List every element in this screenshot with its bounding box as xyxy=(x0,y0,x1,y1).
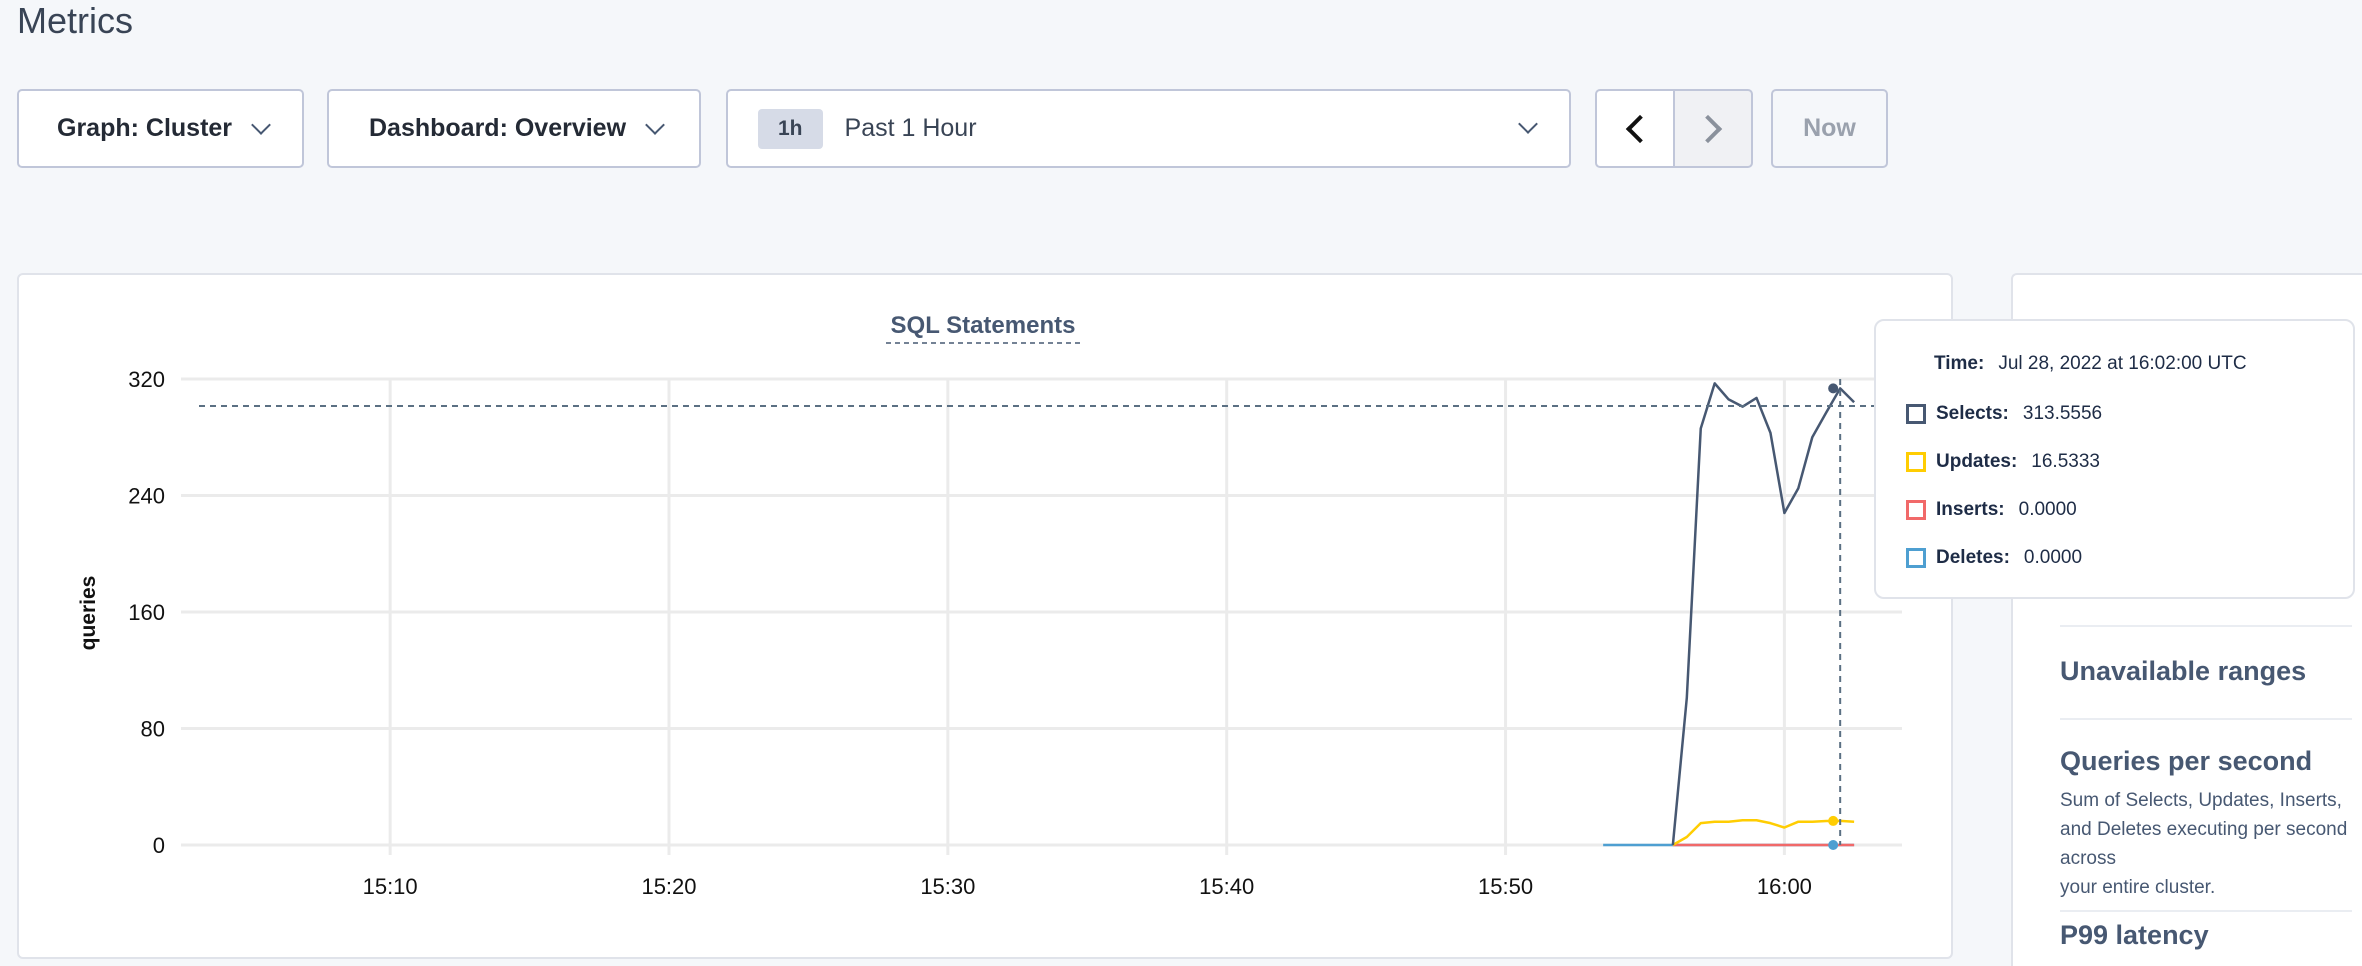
y-tick-label: 80 xyxy=(141,717,165,742)
y-tick-label: 320 xyxy=(128,367,165,392)
x-tick-label: 15:40 xyxy=(1199,874,1254,899)
divider xyxy=(2060,718,2352,720)
metric-title-unavailable-ranges: Unavailable ranges xyxy=(2060,656,2307,686)
metric-title-queries-per-second: Queries per second xyxy=(2060,746,2313,776)
graph-select-label: Graph: Cluster xyxy=(57,114,233,142)
x-tick-label: 15:50 xyxy=(1478,874,1533,899)
now-button-label: Now xyxy=(1803,114,1856,142)
chart-tooltip: Time: Jul 28, 2022 at 16:02:00 UTC Selec… xyxy=(1874,319,2355,599)
chart-title: SQL Statements xyxy=(891,312,1076,339)
metric-title-p99-latency: P99 latency xyxy=(2060,920,2209,950)
tooltip-value: 0.0000 xyxy=(2023,547,2083,568)
selects-swatch-icon xyxy=(1906,404,1926,424)
previous-time-button[interactable] xyxy=(1595,89,1675,168)
inserts-swatch-icon xyxy=(1906,500,1926,520)
tooltip-label: Updates: xyxy=(1936,451,2018,472)
y-tick-label: 160 xyxy=(128,600,165,625)
metric-desc-line: your entire cluster. xyxy=(2060,877,2216,898)
dashboard-select-label: Dashboard: Overview xyxy=(369,114,627,142)
hover-point-deletes xyxy=(1828,840,1839,850)
updates-swatch-icon xyxy=(1906,452,1926,472)
y-axis-label: queries xyxy=(77,576,100,651)
next-time-button[interactable] xyxy=(1673,89,1753,168)
deletes-swatch-icon xyxy=(1906,548,1926,568)
x-tick-label: 15:20 xyxy=(641,874,696,899)
queries-per-second-section: Sum of Selects, Updates, Inserts, and De… xyxy=(2060,786,2352,951)
tooltip-value: 0.0000 xyxy=(2018,499,2077,520)
graph-select[interactable]: Graph: Cluster xyxy=(17,89,304,168)
dashboard-select[interactable]: Dashboard: Overview xyxy=(327,89,701,168)
y-tick-label: 240 xyxy=(128,484,165,509)
series-line-updates xyxy=(1672,818,1855,847)
now-button[interactable]: Now xyxy=(1771,89,1888,168)
tooltip-label: Deletes: xyxy=(1936,547,2010,568)
time-range-label: Past 1 Hour xyxy=(844,114,977,142)
tooltip-label: Inserts: xyxy=(1936,499,2005,520)
hover-point-updates xyxy=(1828,815,1839,826)
time-range-select[interactable]: 1h Past 1 Hour xyxy=(726,89,1571,168)
page-title: Metrics xyxy=(17,0,133,41)
x-tick-label: 15:10 xyxy=(363,874,418,899)
divider xyxy=(2060,625,2352,627)
y-tick-label: 0 xyxy=(153,833,165,858)
x-tick-label: 16:00 xyxy=(1757,874,1812,899)
series-line-selects xyxy=(1671,382,1855,846)
metric-desc-line: Sum of Selects, Updates, Inserts, and De… xyxy=(2060,790,2348,869)
time-range-badge: 1h xyxy=(758,108,823,149)
tooltip-value: 313.5556 xyxy=(2022,403,2103,424)
divider xyxy=(2060,910,2352,912)
tooltip-time-value: Jul 28, 2022 at 16:02:00 UTC xyxy=(1998,353,2247,374)
hover-point-selects xyxy=(1828,383,1839,394)
x-tick-label: 15:30 xyxy=(920,874,975,899)
tooltip-value: 16.5333 xyxy=(2031,451,2100,472)
tooltip-time-label: Time: xyxy=(1934,353,1985,374)
tooltip-label: Selects: xyxy=(1936,403,2009,424)
